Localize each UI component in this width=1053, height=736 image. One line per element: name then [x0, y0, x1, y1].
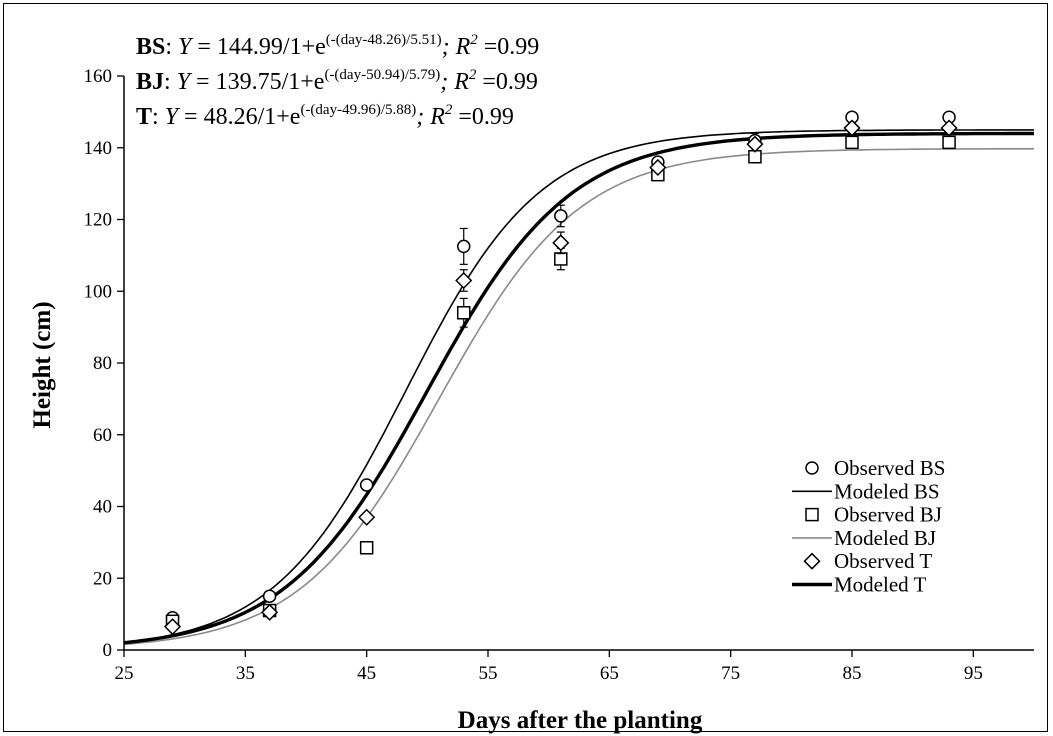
- equations: BS: Y = 144.99/1+e(-(day-48.26)/5.51); R…: [136, 32, 539, 130]
- legend-item-observed-t: Observed T: [803, 549, 932, 573]
- data-point-t: [163, 618, 182, 636]
- data-point-t: [552, 234, 570, 252]
- y-tick-label: 120: [84, 210, 113, 231]
- legend-marker: [803, 552, 821, 570]
- data-point-t: [940, 119, 958, 137]
- y-tick-label: 60: [93, 425, 112, 446]
- y-tick-label: 40: [93, 497, 112, 518]
- legend-label: Modeled T: [834, 573, 927, 597]
- x-tick-label: 55: [479, 663, 498, 684]
- y-tick-label: 100: [84, 281, 113, 302]
- plot-area: [123, 110, 1034, 646]
- legend-marker: [805, 507, 819, 522]
- data-point-t: [358, 508, 376, 526]
- x-tick-label: 95: [964, 663, 983, 684]
- legend-item-observed-bj: Observed BJ: [805, 503, 942, 527]
- chart-frame: [3, 3, 1048, 732]
- legend-item-modeled-t: Modeled T: [792, 573, 927, 597]
- x-tick-label: 45: [357, 663, 376, 684]
- legend-label: Modeled BJ: [834, 526, 936, 550]
- data-point-bj: [845, 135, 859, 150]
- data-point-bs: [262, 589, 277, 603]
- legend-item-modeled-bj: Modeled BJ: [792, 526, 936, 550]
- data-point-bj: [942, 135, 956, 150]
- data-point-t: [649, 158, 667, 177]
- legend-item-observed-bs: Observed BS: [805, 456, 945, 480]
- legend-marker: [805, 461, 819, 475]
- data-point-bs: [359, 478, 374, 492]
- y-tick-label: 160: [84, 66, 113, 87]
- x-tick-label: 75: [721, 663, 740, 684]
- axes: 0 20 40 60 80 100 120 140 160 25 35 45 55 65 75 85 95: [84, 66, 1034, 684]
- data-point-bj: [456, 306, 471, 320]
- data-point-t: [746, 135, 764, 153]
- data-point-t: [455, 271, 473, 290]
- y-tick-label: 80: [93, 353, 112, 374]
- data-point-bj: [554, 252, 568, 266]
- data-point-bs: [554, 209, 568, 223]
- y-tick-label: 20: [93, 568, 112, 589]
- equation-bs: BS: Y = 144.99/1+e(-(day-48.26)/5.51); R…: [136, 32, 539, 60]
- legend-label: Observed BJ: [834, 503, 942, 527]
- legend-label: Observed BS: [834, 456, 945, 480]
- legend-item-modeled-bs: Modeled BS: [792, 479, 940, 503]
- legend-label: Modeled BS: [834, 479, 940, 503]
- data-point-t: [843, 119, 861, 137]
- equation-t: T: Y = 48.26/1+e(-(day-49.96)/5.88); R2 …: [136, 102, 514, 130]
- y-axis-title: Height (cm): [29, 301, 56, 428]
- data-point-bs: [456, 239, 471, 254]
- data-point-bj: [359, 541, 374, 555]
- x-tick-label: 85: [843, 663, 862, 684]
- x-tick-label: 65: [600, 663, 619, 684]
- y-tick-label: 0: [103, 640, 113, 661]
- x-axis-title: Days after the planting: [458, 707, 703, 734]
- data-point-t: [261, 603, 279, 621]
- y-tick-label: 140: [84, 138, 113, 159]
- x-tick-label: 25: [115, 663, 134, 684]
- equation-bj: BJ: Y = 139.75/1+e(-(day-50.94)/5.79); R…: [136, 67, 538, 95]
- legend-label: Observed T: [834, 549, 932, 573]
- modeled-curve-bs: [123, 129, 1034, 644]
- x-tick-label: 35: [236, 663, 255, 684]
